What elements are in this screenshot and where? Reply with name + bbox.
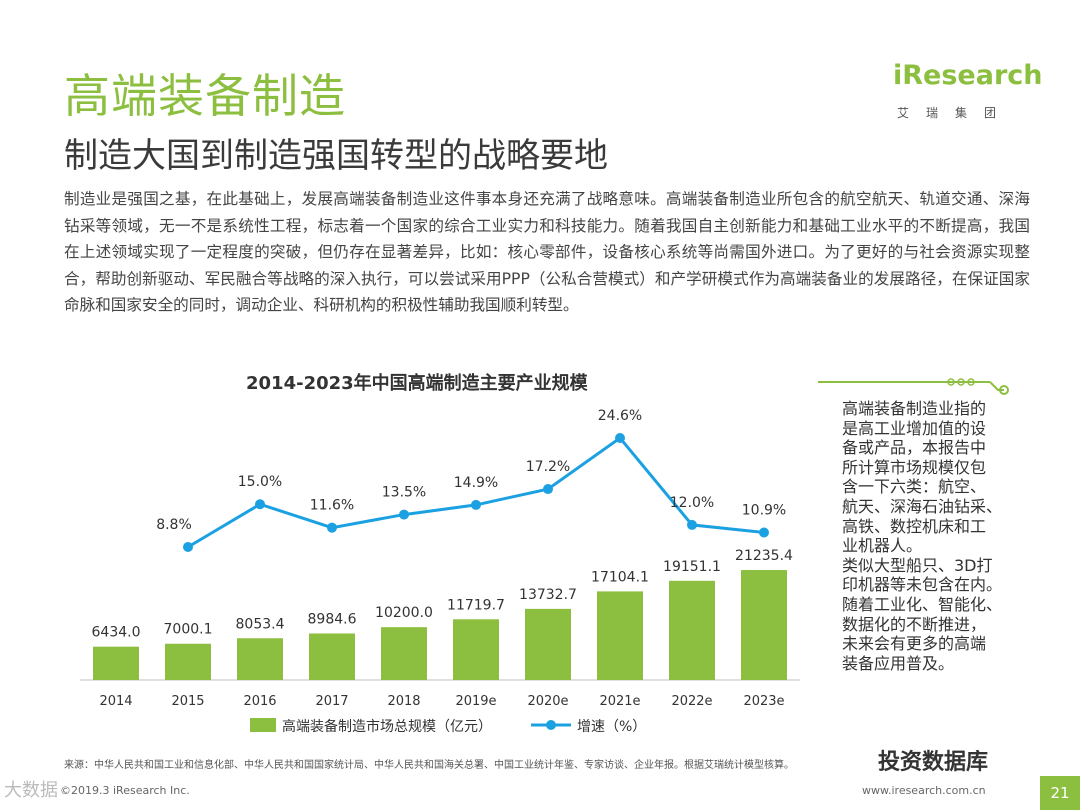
growth-line — [187, 435, 765, 549]
x-tick-label: 2014 — [99, 694, 132, 709]
line-label: 13.5% — [382, 485, 426, 501]
footer-watermark: 大数据 — [4, 780, 58, 801]
bar-label: 11719.7 — [447, 597, 505, 613]
side-note-line: 所计算市场规模仅包 — [842, 457, 987, 477]
x-tick-label: 2015 — [171, 694, 204, 709]
chart-title: 2014-2023年中国高端制造主要产业规模 — [246, 373, 588, 394]
side-note-line: 业机器人。 — [842, 536, 923, 556]
bar-label: 13732.7 — [519, 587, 577, 603]
legend-line-marker — [546, 720, 556, 730]
line-point — [183, 542, 193, 552]
bar-label: 7000.1 — [164, 622, 213, 638]
line-label: 14.9% — [454, 475, 498, 491]
bar-label: 6434.0 — [92, 625, 141, 641]
legend-bar-swatch — [250, 718, 276, 732]
footer-url: www.iresearch.com.cn — [862, 784, 986, 797]
bar — [93, 646, 139, 680]
line-label: 10.9% — [742, 503, 786, 519]
side-note-line: 类似大型船只、3D打 — [842, 555, 993, 575]
bar — [669, 580, 715, 680]
side-note-line: 印机器等未包含在内。 — [842, 575, 1003, 595]
bar — [741, 570, 787, 680]
line-label: 11.6% — [310, 498, 354, 514]
side-note-line: 航天、深海石油钻采、 — [842, 496, 1003, 516]
source-note: 来源：中华人民共和国工业和信息化部、中华人民共和国国家统计局、中华人民共和国海关… — [64, 760, 794, 771]
side-note: 高端装备制造业指的 是高工业增加值的设 备或产品，本报告中 所计算市场规模仅包 含一下六… — [842, 399, 1030, 673]
bar-label: 19151.1 — [663, 559, 721, 575]
wechat-watermark: 投资数据库 — [878, 750, 989, 775]
bar-label: 8053.4 — [236, 616, 285, 632]
side-note-line: 高铁、数控机床和工 — [842, 516, 987, 536]
x-tick-label: 2020e — [527, 694, 568, 709]
x-tick-label: 2023e — [743, 694, 784, 709]
logo-brand: iResearch — [893, 60, 1043, 91]
body-paragraph: 制造业是强国之基，在此基础上，发展高端装备制造业这件事本身还充满了战略意味。高端… — [64, 190, 1030, 315]
line-point — [399, 509, 409, 520]
logo-cn: 艾瑞集团 — [897, 106, 1014, 120]
line-label: 24.6% — [598, 408, 642, 424]
bar-label: 17104.1 — [591, 569, 649, 585]
x-tick-label: 2018 — [387, 694, 420, 709]
bar — [453, 619, 499, 680]
side-note-line: 随着工业化、智能化、 — [842, 594, 1003, 614]
x-tick-label: 2021e — [599, 694, 640, 709]
bar — [237, 638, 283, 680]
bar — [381, 627, 427, 680]
line-point — [687, 519, 697, 530]
x-tick-label: 2017 — [315, 694, 348, 709]
line-point — [327, 522, 337, 533]
legend-bar-label: 高端装备制造市场总规模（亿元） — [282, 718, 492, 735]
bar — [309, 633, 355, 680]
line-label: 17.2% — [526, 459, 570, 475]
side-note-line: 未来会有更多的高端 — [842, 634, 987, 654]
chart: 6434.0 2014 7000.1 2015 8053.4 2016 8984.6 2017… — [80, 408, 800, 735]
line-point — [759, 527, 769, 538]
side-note-line: 装备应用普及。 — [842, 653, 955, 673]
line-point — [255, 499, 265, 510]
bar-label: 8984.6 — [308, 611, 357, 627]
side-note-line: 含一下六类：航空、 — [842, 477, 987, 497]
page-number: 21 — [1040, 776, 1080, 810]
bar-label: 10200.0 — [375, 605, 433, 621]
decorative-circuit-icon — [818, 378, 1009, 395]
x-tick-label: 2019e — [455, 694, 496, 709]
page-subtitle: 制造大国到制造强国转型的战略要地 — [64, 136, 608, 176]
side-note-line: 高端装备制造业指的 — [842, 399, 987, 418]
copyright: ©2019.3 iResearch Inc. — [60, 784, 190, 797]
side-note-line: 是高工业增加值的设 — [842, 418, 987, 438]
bar — [525, 608, 571, 680]
line-label: 8.8% — [156, 517, 192, 533]
x-tick-label: 2022e — [671, 694, 712, 709]
page-title: 高端装备制造 — [64, 69, 346, 123]
line-point — [471, 499, 481, 510]
bar — [165, 643, 211, 680]
side-note-line: 备或产品，本报告中 — [842, 438, 987, 458]
bar-label: 21235.4 — [735, 548, 793, 564]
bar — [597, 591, 643, 680]
x-tick-label: 2016 — [243, 694, 276, 709]
line-point — [543, 484, 553, 495]
iresearch-logo: iResearch 艾瑞集团 — [893, 60, 1043, 120]
line-label: 15.0% — [238, 474, 282, 490]
side-note-line: 数据化的不断推进， — [842, 614, 987, 634]
legend-line-label: 增速（%） — [577, 719, 646, 735]
line-label: 12.0% — [670, 495, 714, 511]
line-point — [615, 433, 625, 443]
